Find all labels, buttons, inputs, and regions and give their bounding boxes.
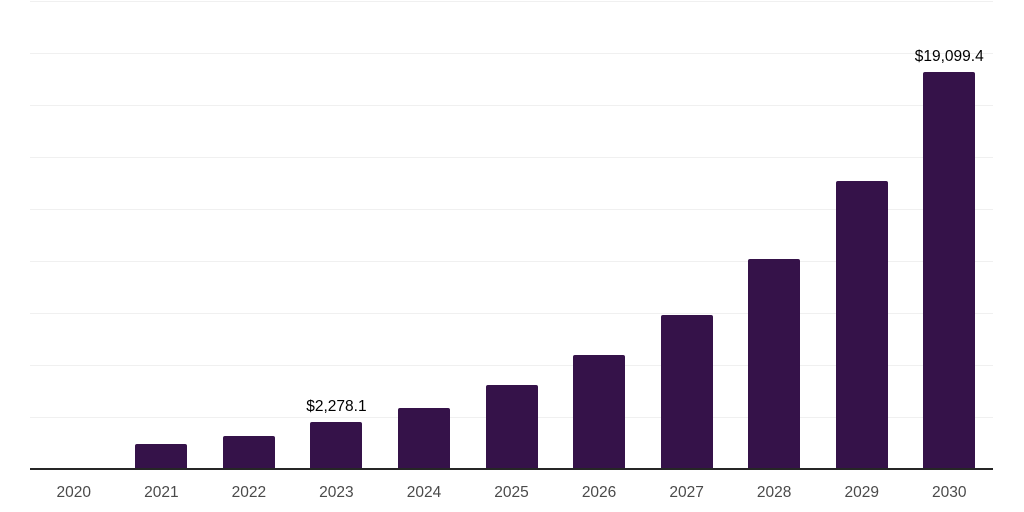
bar-slot-2020 xyxy=(30,0,118,469)
bar-2030 xyxy=(923,71,976,469)
bar-slot-2025 xyxy=(468,0,556,469)
x-axis-tick-labels: 2020 2021 2022 2023 2024 2025 2026 2027 2028 2029… xyxy=(30,485,993,501)
x-axis-line xyxy=(30,468,993,470)
x-tick-label-2026: 2026 xyxy=(581,484,617,501)
bar-2022 xyxy=(222,435,275,469)
bar-2023 xyxy=(310,421,363,469)
x-tick-label-2029: 2029 xyxy=(844,484,879,501)
bar-slot-2029 xyxy=(818,0,906,469)
x-tick-label-2023: 2023 xyxy=(319,484,354,501)
gridline xyxy=(30,209,993,210)
data-label-2030: $19,099.4 xyxy=(914,48,984,66)
x-tick-label-2025: 2025 xyxy=(494,484,529,501)
gridline xyxy=(30,53,993,54)
bar-2028 xyxy=(748,258,801,469)
data-label-2023: $2,278.1 xyxy=(306,398,367,416)
x-tick-label-2020: 2020 xyxy=(56,484,92,501)
x-tick-label-2030: 2030 xyxy=(932,484,967,501)
bar-2026 xyxy=(573,355,626,469)
x-tick-label-2022: 2022 xyxy=(231,484,267,501)
bar-slot-2030: $19,099.4 xyxy=(905,0,993,469)
bars-group: $2,278.1 $19,099.4 xyxy=(30,0,993,469)
bar-2024 xyxy=(397,407,450,469)
bar-slot-2021 xyxy=(118,0,206,469)
bar-slot-2028 xyxy=(730,0,818,469)
bar-2029 xyxy=(835,180,888,469)
gridline xyxy=(30,157,993,158)
x-tick-label-2027: 2027 xyxy=(669,484,704,501)
bar-slot-2022 xyxy=(205,0,293,469)
gridline xyxy=(30,261,993,262)
x-tick-label-2024: 2024 xyxy=(406,484,442,501)
bar-2027 xyxy=(660,314,713,469)
gridline xyxy=(30,1,993,2)
plot-area: $2,278.1 $19,099.4 xyxy=(30,0,993,469)
bar-2021 xyxy=(135,444,188,469)
gridline xyxy=(30,365,993,366)
gridline xyxy=(30,313,993,314)
x-tick-label-2028: 2028 xyxy=(756,484,792,501)
gridline xyxy=(30,105,993,106)
bar-slot-2026 xyxy=(555,0,643,469)
bar-slot-2023: $2,278.1 xyxy=(293,0,381,469)
bar-slot-2024 xyxy=(380,0,468,469)
bar-2025 xyxy=(485,385,538,469)
bar-slot-2027 xyxy=(643,0,731,469)
x-tick-label-2021: 2021 xyxy=(144,484,179,501)
